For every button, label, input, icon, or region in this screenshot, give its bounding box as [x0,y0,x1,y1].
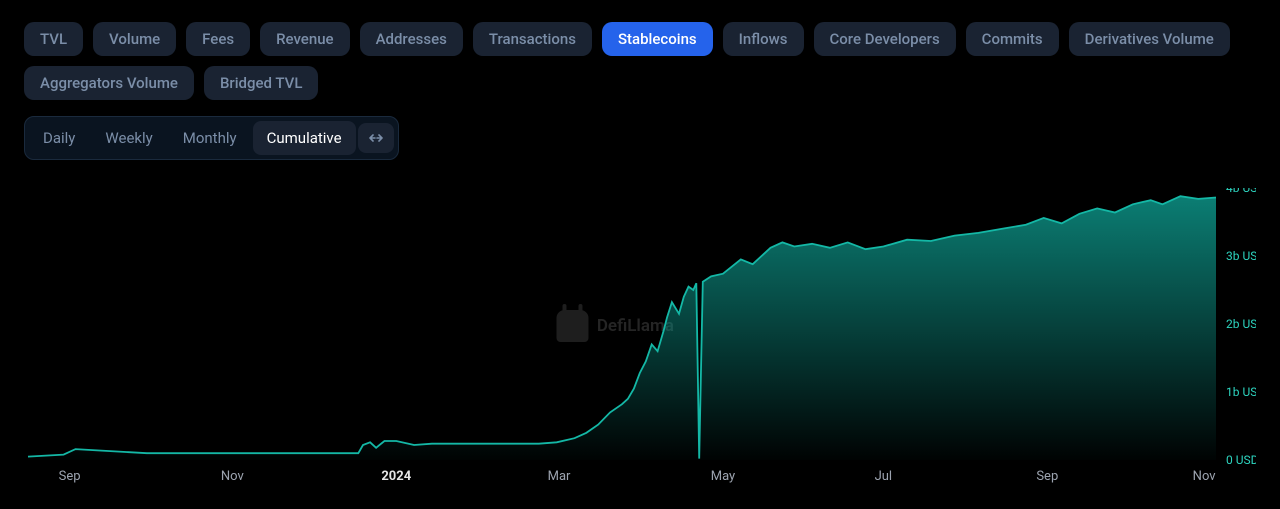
x-tick-label: May [711,469,735,484]
x-tick-label: Mar [548,469,571,484]
metric-tabs: TVL Volume Fees Revenue Addresses Transaction… [24,22,1256,100]
tab-stablecoins[interactable]: Stablecoins [602,22,713,56]
y-tick-label: 0 USD [1226,453,1256,467]
tab-addresses[interactable]: Addresses [360,22,463,56]
x-tick-label: 2024 [381,469,411,484]
x-tick-label: Jul [875,469,893,484]
x-tick-label: Nov [221,469,245,484]
y-tick-label: 4b USD [1226,188,1256,195]
expand-icon[interactable] [358,123,394,153]
x-tick-label: Sep [59,469,81,484]
tab-core-developers[interactable]: Core Developers [814,22,956,56]
y-tick-label: 2b USD [1226,317,1256,331]
chart-area-fill [28,196,1216,460]
tab-volume[interactable]: Volume [93,22,176,56]
granularity-monthly[interactable]: Monthly [169,121,251,155]
granularity-selector: DailyWeeklyMonthlyCumulative [24,116,399,160]
tab-fees[interactable]: Fees [186,22,250,56]
y-tick-label: 1b USD [1226,385,1256,399]
granularity-daily[interactable]: Daily [29,121,89,155]
tab-derivatives-volume[interactable]: Derivatives Volume [1069,22,1230,56]
chart-area: DefiLlama 0 USD1b USD2b USD3b USD4b USDS… [24,188,1256,508]
x-tick-label: Nov [1193,469,1217,484]
tab-transactions[interactable]: Transactions [473,22,592,56]
tab-tvl[interactable]: TVL [24,22,83,56]
granularity-weekly[interactable]: Weekly [91,121,166,155]
tab-revenue[interactable]: Revenue [260,22,350,56]
granularity-cumulative[interactable]: Cumulative [253,121,356,155]
area-chart: 0 USD 1b USD 2b USD 3b USD 4b USD Sep Nov 2024 M… [24,188,1256,508]
x-tick-label: Sep [1036,469,1058,484]
y-tick-label: 3b USD [1226,249,1256,263]
tab-commits[interactable]: Commits [966,22,1059,56]
tab-bridged-tvl[interactable]: Bridged TVL [204,66,318,100]
tab-inflows[interactable]: Inflows [723,22,804,56]
tab-aggregators-volume[interactable]: Aggregators Volume [24,66,194,100]
